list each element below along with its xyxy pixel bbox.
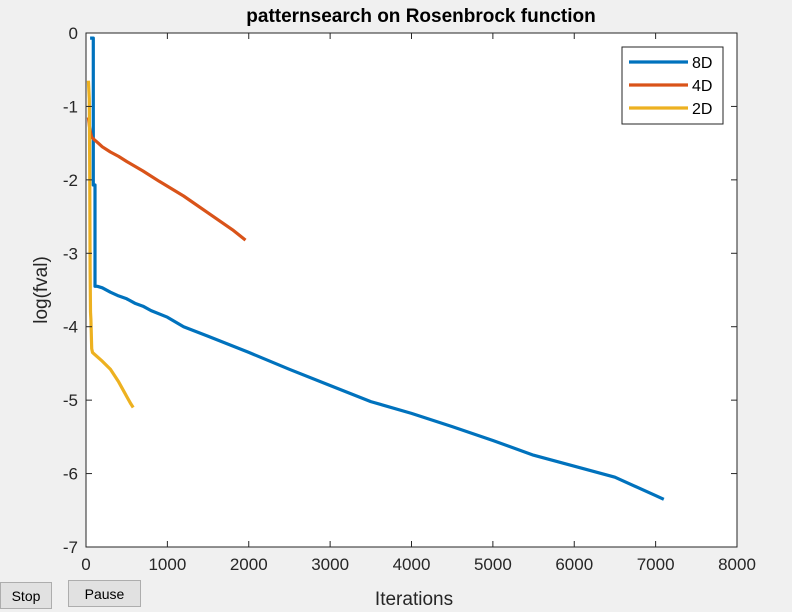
legend-label-8D: 8D [692,55,712,72]
pause-button[interactable]: Pause [68,580,141,607]
chart-title: patternsearch on Rosenbrock function [246,6,595,27]
x-tick-label: 1000 [148,555,186,574]
x-tick-label: 2000 [230,555,268,574]
y-tick-label: -5 [63,391,78,410]
x-tick-label: 5000 [474,555,512,574]
legend-label-4D: 4D [692,78,712,95]
series-line-8D [90,36,665,501]
y-tick-label: -7 [63,538,78,557]
legend-label-2D: 2D [692,101,712,118]
stop-button[interactable]: Stop [0,582,52,609]
x-tick-label: 8000 [718,555,756,574]
y-tick-label: -1 [63,97,78,116]
x-tick-label: 3000 [311,555,349,574]
x-tick-label: 0 [81,555,90,574]
y-axis-label: log(fval) [31,256,52,324]
x-tick-label: 4000 [393,555,431,574]
y-tick-label: -4 [63,318,78,337]
y-tick-label: -6 [63,465,78,484]
y-axis: 0 -1 -2 -3 -4 -5 -6 -7 [63,24,737,557]
y-tick-label: -3 [63,244,78,263]
y-tick-label: -2 [63,171,78,190]
x-axis-label: Iterations [375,589,453,610]
plot-lines [86,36,665,501]
x-tick-label: 7000 [637,555,675,574]
x-axis: 0 1000 2000 3000 4000 5000 6000 7000 8000 [81,33,756,574]
y-tick-label: 0 [69,24,78,43]
series-line-4D [86,117,247,242]
series-line-2D [86,80,135,409]
legend: 8D 4D 2D [621,46,724,125]
x-tick-label: 6000 [555,555,593,574]
